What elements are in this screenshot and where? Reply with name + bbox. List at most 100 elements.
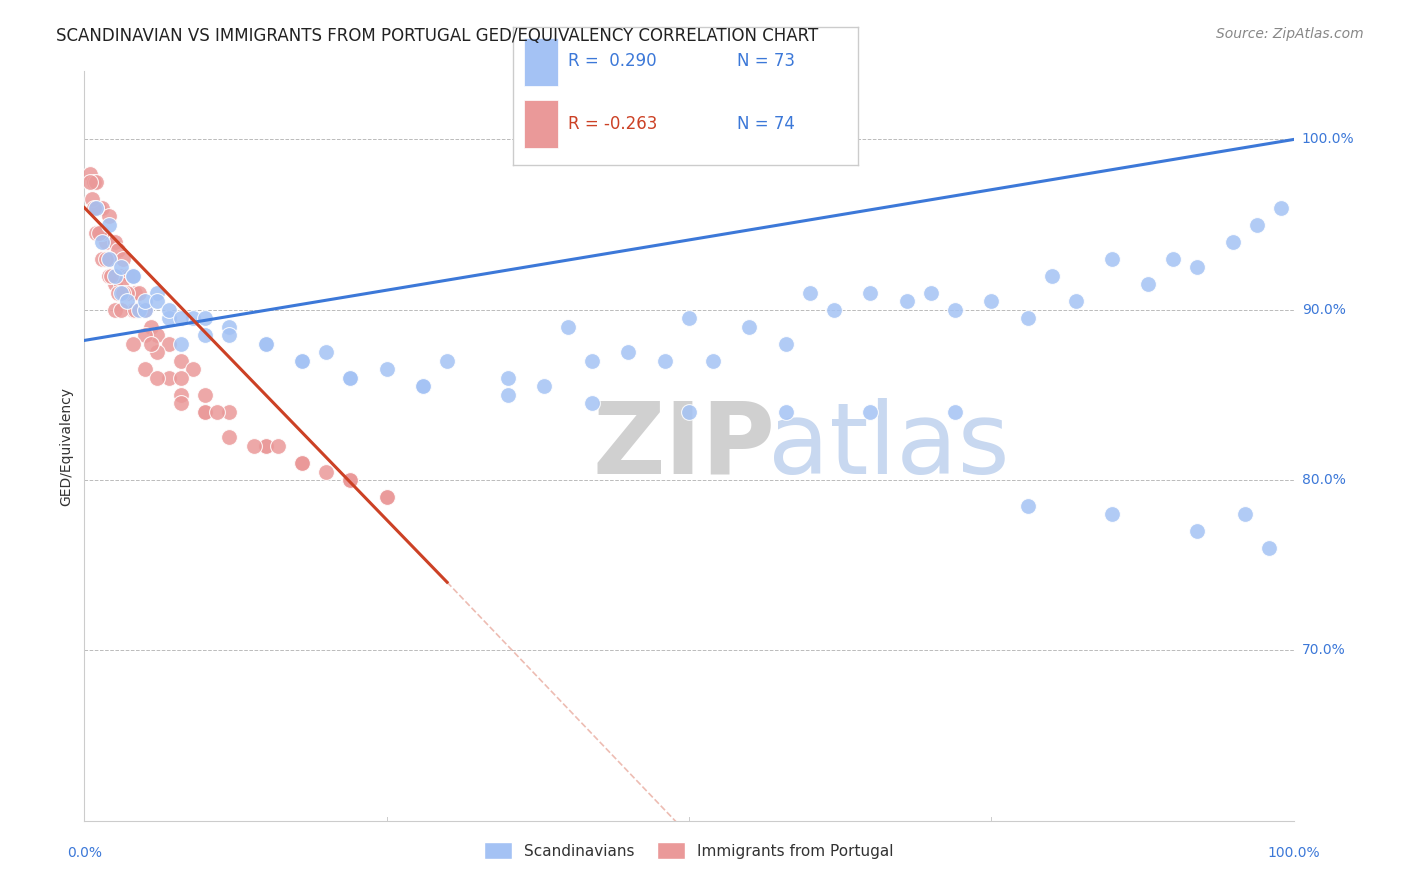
Point <box>100 252 122 266</box>
Point <box>94 252 117 266</box>
Point <box>170 311 193 326</box>
Point <box>170 396 193 410</box>
Point <box>97 268 120 283</box>
Point <box>86 201 108 215</box>
Point <box>581 396 603 410</box>
Point <box>291 354 314 368</box>
Point <box>339 371 361 385</box>
Point <box>170 354 193 368</box>
Point <box>1161 252 1184 266</box>
Point <box>107 243 129 257</box>
Text: 80.0%: 80.0% <box>1302 473 1346 487</box>
Bar <box>523 100 558 148</box>
Point <box>115 294 138 309</box>
Point <box>412 379 434 393</box>
Point <box>97 218 120 232</box>
Point <box>218 328 240 343</box>
Point <box>315 465 337 479</box>
Y-axis label: GED/Equivalency: GED/Equivalency <box>59 386 73 506</box>
Point <box>79 175 101 189</box>
Point <box>654 354 676 368</box>
Point <box>110 302 132 317</box>
Point <box>121 268 143 283</box>
Point <box>181 362 204 376</box>
Point <box>943 302 966 317</box>
Point <box>79 167 101 181</box>
Point <box>134 302 156 317</box>
Text: N = 74: N = 74 <box>737 114 794 133</box>
Point <box>1258 541 1281 556</box>
Point <box>104 277 127 292</box>
Point <box>496 388 519 402</box>
Point <box>1234 507 1257 521</box>
Point <box>104 268 127 283</box>
Point <box>291 456 314 470</box>
Text: R = -0.263: R = -0.263 <box>568 114 658 133</box>
Point <box>1017 311 1039 326</box>
Text: 70.0%: 70.0% <box>1302 643 1346 657</box>
Point <box>1040 268 1063 283</box>
Point <box>1185 260 1208 275</box>
Point <box>436 354 458 368</box>
Legend: Scandinavians, Immigrants from Portugal: Scandinavians, Immigrants from Portugal <box>478 836 900 865</box>
Point <box>91 226 114 240</box>
Point <box>94 235 117 249</box>
Point <box>139 319 162 334</box>
Point <box>83 201 105 215</box>
Point <box>87 201 110 215</box>
Point <box>339 473 361 487</box>
Point <box>315 345 337 359</box>
Point <box>104 302 127 317</box>
Text: R =  0.290: R = 0.290 <box>568 53 657 70</box>
Point <box>115 285 138 300</box>
Point <box>194 405 217 419</box>
Point <box>181 311 204 326</box>
Point <box>124 285 146 300</box>
Point <box>738 319 761 334</box>
Point <box>896 294 918 309</box>
Point <box>859 405 882 419</box>
Point <box>157 302 180 317</box>
Point <box>702 354 724 368</box>
Point <box>134 362 156 376</box>
Point <box>1270 201 1292 215</box>
Point <box>107 285 129 300</box>
Point <box>678 405 700 419</box>
Text: 90.0%: 90.0% <box>1302 302 1346 317</box>
Text: ZIP: ZIP <box>592 398 775 494</box>
Point <box>581 354 603 368</box>
Text: N = 73: N = 73 <box>737 53 796 70</box>
Text: 100.0%: 100.0% <box>1302 133 1354 146</box>
Point <box>87 226 110 240</box>
Point <box>128 285 150 300</box>
Point <box>194 388 217 402</box>
Point <box>339 473 361 487</box>
Point <box>412 379 434 393</box>
Point <box>112 285 135 300</box>
Point <box>1101 252 1123 266</box>
Text: 0.0%: 0.0% <box>67 846 101 860</box>
Point <box>1185 524 1208 538</box>
Point <box>110 277 132 292</box>
Point <box>170 336 193 351</box>
Point <box>254 336 277 351</box>
Point <box>1017 499 1039 513</box>
Bar <box>523 37 558 87</box>
Point <box>254 439 277 453</box>
Point <box>1246 218 1268 232</box>
Point <box>207 405 229 419</box>
Text: Source: ZipAtlas.com: Source: ZipAtlas.com <box>1216 27 1364 41</box>
Point <box>100 268 122 283</box>
Point <box>1064 294 1087 309</box>
Point <box>678 311 700 326</box>
Point <box>146 371 169 385</box>
Point <box>110 285 132 300</box>
Point <box>134 294 156 309</box>
Point <box>218 405 240 419</box>
Point <box>267 439 290 453</box>
Point <box>254 439 277 453</box>
Point <box>218 430 240 444</box>
Text: SCANDINAVIAN VS IMMIGRANTS FROM PORTUGAL GED/EQUIVALENCY CORRELATION CHART: SCANDINAVIAN VS IMMIGRANTS FROM PORTUGAL… <box>56 27 818 45</box>
Point <box>86 226 108 240</box>
Point <box>775 405 797 419</box>
